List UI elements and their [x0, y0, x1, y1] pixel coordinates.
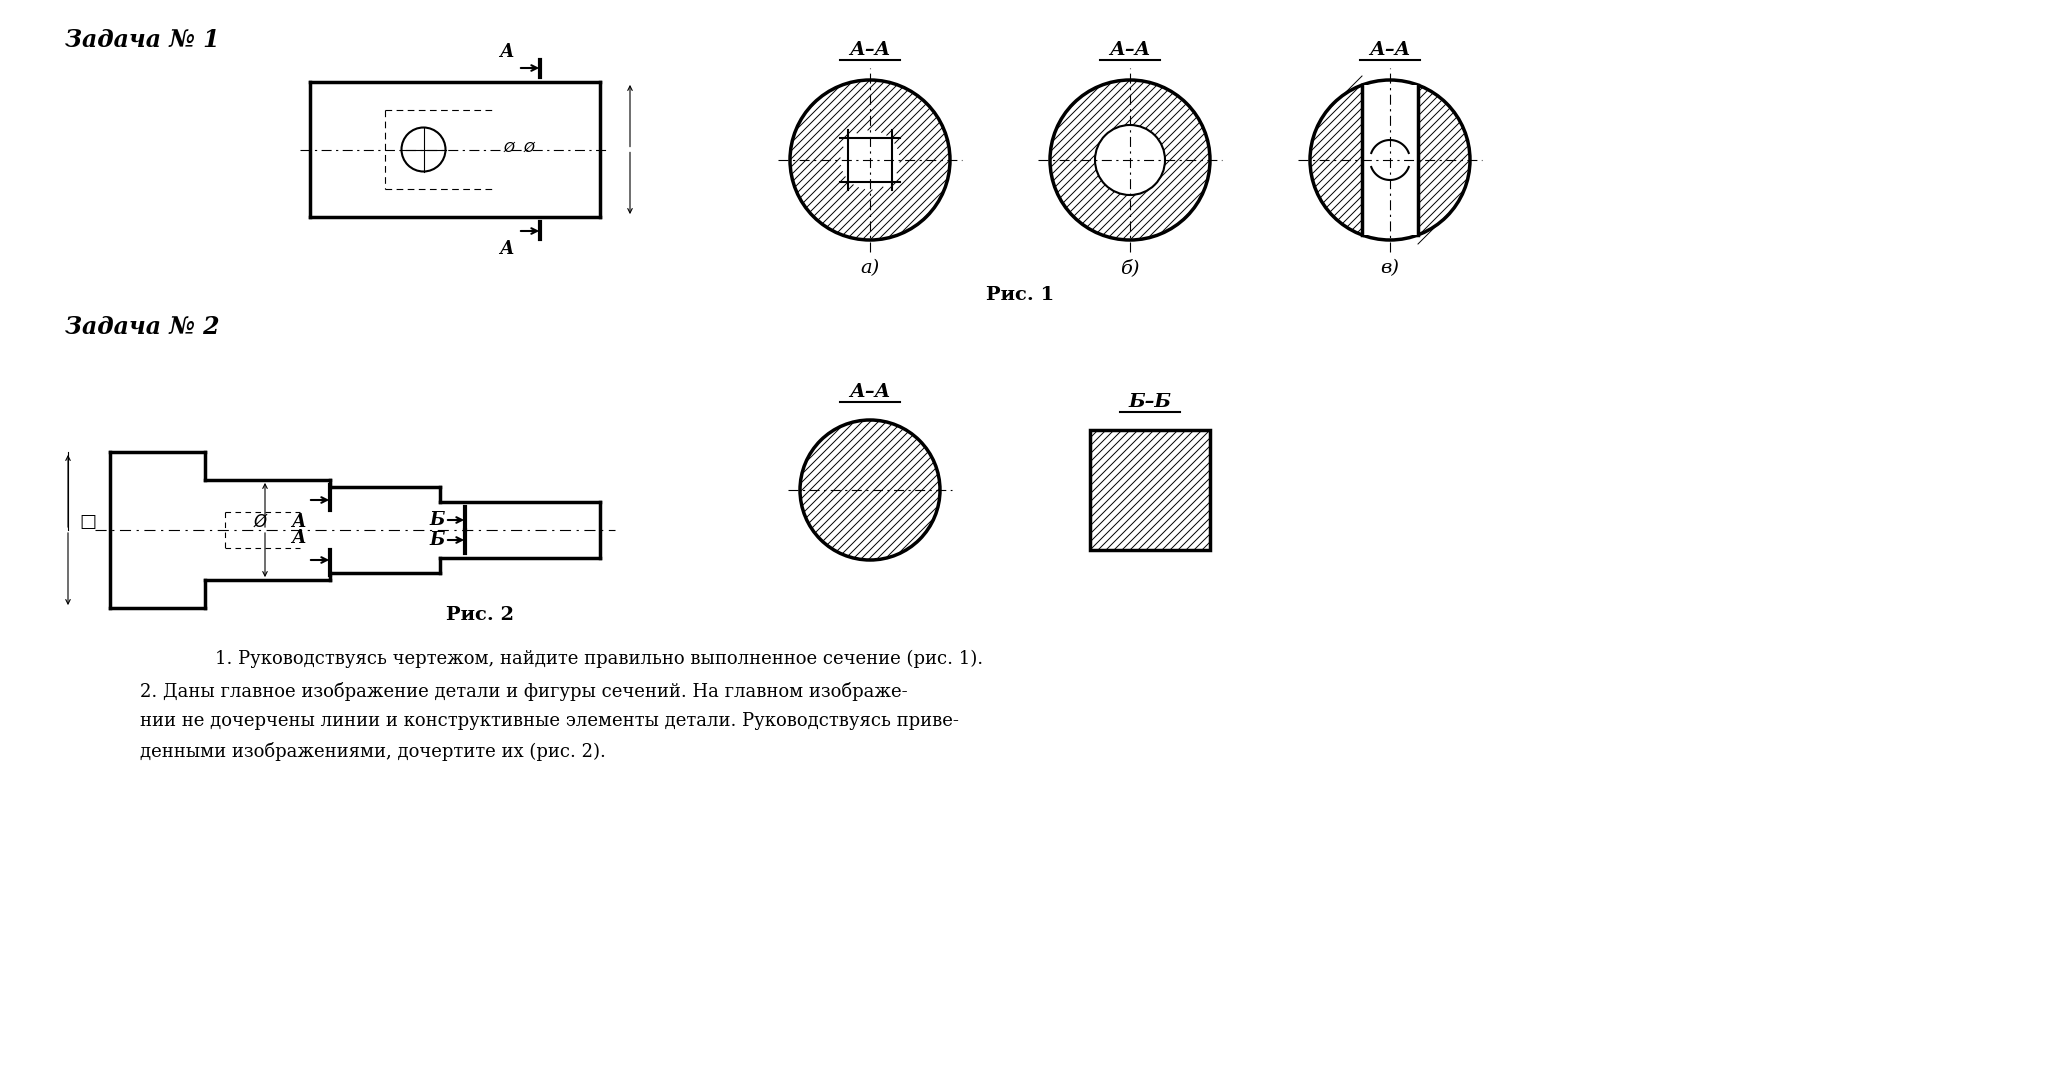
- Text: □: □: [79, 513, 97, 531]
- Text: А: А: [498, 43, 513, 61]
- Text: А–А: А–А: [850, 383, 891, 401]
- Text: Б: Б: [430, 531, 444, 549]
- Text: А: А: [498, 240, 513, 258]
- Text: нии не дочерчены линии и конструктивные элементы детали. Руководствуясь приве-: нии не дочерчены линии и конструктивные …: [141, 712, 959, 730]
- Text: Ø: Ø: [502, 141, 515, 155]
- Text: А: А: [291, 513, 306, 531]
- Text: Задача № 1: Задача № 1: [64, 28, 219, 52]
- Text: а): а): [860, 259, 881, 277]
- Text: А: А: [291, 529, 306, 547]
- Text: денными изображениями, дочертите их (рис. 2).: денными изображениями, дочертите их (рис…: [141, 742, 606, 761]
- Text: Рис. 1: Рис. 1: [986, 286, 1054, 304]
- Text: Задача № 2: Задача № 2: [64, 315, 219, 339]
- Text: А–А: А–А: [1368, 41, 1412, 58]
- Text: Рис. 2: Рис. 2: [446, 606, 515, 624]
- Circle shape: [1310, 80, 1470, 240]
- Text: Ø: Ø: [254, 513, 267, 531]
- Text: б): б): [1120, 259, 1139, 277]
- Circle shape: [1096, 125, 1166, 195]
- Text: Ø: Ø: [523, 141, 533, 155]
- Text: 1. Руководствуясь чертежом, найдите правильно выполненное сечение (рис. 1).: 1. Руководствуясь чертежом, найдите прав…: [215, 650, 984, 668]
- Bar: [1089, 430, 1209, 550]
- Bar: [847, 128, 893, 192]
- Circle shape: [839, 130, 899, 190]
- Bar: [1089, 430, 1209, 550]
- Text: А–А: А–А: [1110, 41, 1151, 58]
- Text: Б–Б: Б–Б: [1129, 393, 1172, 412]
- Text: в): в): [1381, 259, 1399, 277]
- Bar: [1362, 86, 1418, 235]
- Text: А–А: А–А: [850, 41, 891, 58]
- Bar: [837, 138, 901, 182]
- Text: 2. Даны главное изображение детали и фигуры сечений. На главном изображе-: 2. Даны главное изображение детали и фиг…: [141, 682, 907, 701]
- Text: Б: Б: [430, 511, 444, 529]
